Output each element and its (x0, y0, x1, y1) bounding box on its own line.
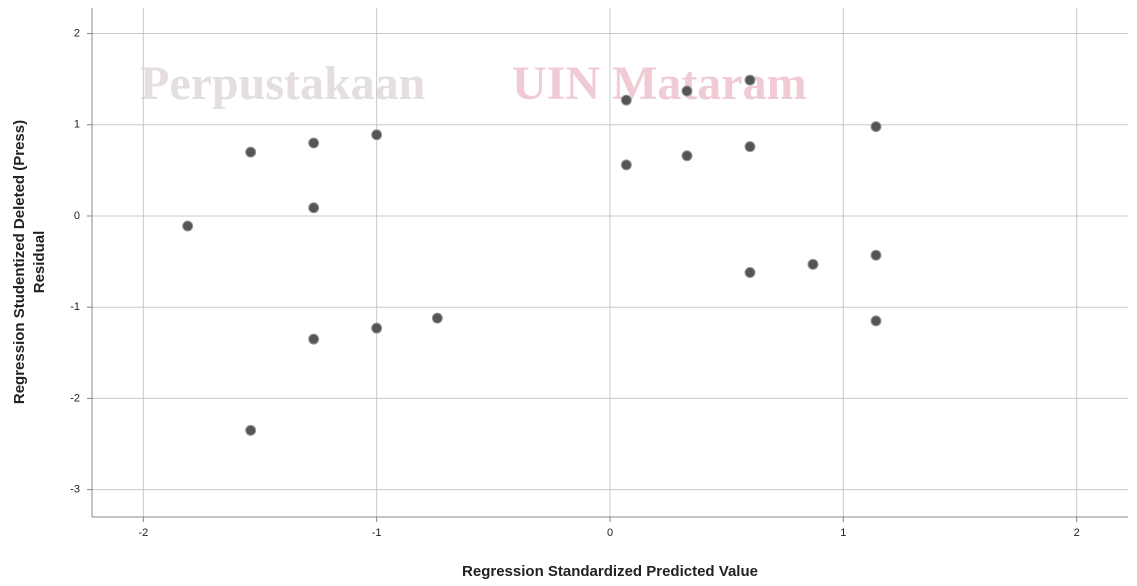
point (371, 129, 383, 141)
point (744, 74, 756, 86)
point (870, 249, 882, 261)
point (245, 146, 257, 158)
point (681, 150, 693, 162)
y-axis-title: Residual (31, 231, 48, 294)
point (182, 220, 194, 232)
x-tick-label: 1 (840, 527, 846, 539)
y-tick-label: 1 (74, 119, 80, 131)
y-axis-title: Regression Studentized Deleted (Press) (11, 120, 28, 404)
point (431, 312, 443, 324)
point (744, 141, 756, 153)
point (371, 322, 383, 334)
y-tick-label: 2 (74, 27, 80, 39)
x-tick-label: 0 (607, 527, 613, 539)
point (308, 333, 320, 345)
watermark: UIN Mataram (512, 57, 807, 110)
x-axis-title: Regression Standardized Predicted Value (462, 563, 758, 580)
y-tick-label: -1 (70, 301, 80, 313)
point (245, 424, 257, 436)
point (620, 94, 632, 106)
point (744, 267, 756, 279)
point (807, 258, 819, 270)
point (308, 137, 320, 149)
x-tick-label: -1 (372, 527, 382, 539)
y-tick-label: 0 (74, 210, 80, 222)
point (681, 85, 693, 97)
point (620, 159, 632, 171)
x-tick-label: -2 (138, 527, 148, 539)
point (870, 121, 882, 133)
y-tick-label: -2 (70, 392, 80, 404)
point (308, 202, 320, 214)
watermark: Perpustakaan (140, 57, 425, 110)
y-tick-label: -3 (70, 484, 80, 496)
point (870, 315, 882, 327)
x-tick-label: 2 (1074, 527, 1080, 539)
